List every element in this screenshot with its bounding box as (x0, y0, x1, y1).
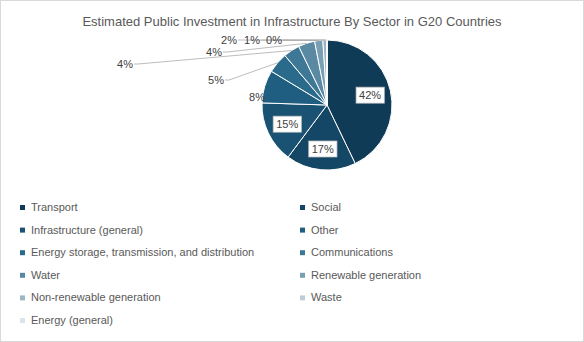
legend-item: Waste (300, 291, 342, 303)
data-label: 2% (221, 34, 237, 46)
legend-swatch (20, 228, 25, 233)
data-label-box (273, 116, 301, 132)
legend-swatch (20, 295, 25, 300)
data-label-box (309, 141, 337, 157)
legend: Transport Social Infrastructure (general) O… (20, 201, 421, 326)
legend-swatch (20, 205, 25, 210)
legend-item: Energy (general) (20, 314, 113, 326)
legend-label: Social (311, 201, 341, 213)
pie (262, 40, 392, 170)
legend-label: Other (311, 224, 339, 236)
chart-border (1, 1, 584, 342)
data-label-box (356, 87, 384, 103)
data-label: 4% (206, 46, 222, 58)
legend-swatch (300, 250, 305, 255)
legend-label: Water (31, 269, 60, 281)
leader-line (283, 40, 327, 41)
legend-item: Social (300, 201, 341, 213)
data-label: 4% (117, 58, 133, 70)
data-labels: 42%17%15%8%5%4%4%2%1%0% (117, 34, 384, 157)
legend-item: Water (20, 269, 60, 281)
leader-line (225, 63, 278, 80)
data-label: 15% (276, 118, 298, 130)
legend-swatch (300, 273, 305, 278)
pie-slice (327, 40, 328, 105)
data-label: 8% (249, 91, 265, 103)
data-label: 5% (208, 74, 224, 86)
pie-slice (327, 40, 328, 105)
legend-label: Infrastructure (general) (31, 224, 143, 236)
legend-swatch (20, 250, 25, 255)
legend-item: Non-renewable generation (20, 291, 161, 303)
legend-swatch (20, 273, 25, 278)
legend-swatch (300, 228, 305, 233)
legend-label: Non-renewable generation (31, 291, 161, 303)
data-label: 17% (312, 143, 334, 155)
legend-label: Energy (general) (31, 314, 113, 326)
data-label: 1% (244, 34, 260, 46)
chart: Estimated Public Investment in Infrastru… (0, 0, 584, 342)
chart-title: Estimated Public Investment in Infrastru… (82, 14, 502, 29)
legend-swatch (300, 295, 305, 300)
legend-item: Infrastructure (general) (20, 224, 143, 236)
legend-label: Waste (311, 291, 342, 303)
data-label: 0% (266, 34, 282, 46)
legend-swatch (20, 318, 25, 323)
legend-item: Other (300, 224, 339, 236)
legend-label: Renewable generation (311, 269, 421, 281)
legend-item: Energy storage, transmission, and distri… (20, 246, 254, 258)
legend-label: Transport (31, 201, 78, 213)
pie-slice (315, 40, 327, 105)
legend-item: Transport (20, 201, 78, 213)
legend-swatch (300, 205, 305, 210)
legend-item: Renewable generation (300, 269, 421, 281)
legend-item: Communications (300, 246, 393, 258)
legend-label: Energy storage, transmission, and distri… (31, 246, 254, 258)
pie-slice (323, 40, 327, 105)
legend-label: Communications (311, 246, 393, 258)
data-label: 42% (359, 89, 381, 101)
